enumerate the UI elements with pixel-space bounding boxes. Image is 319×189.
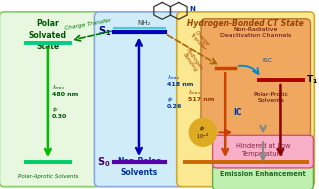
- Text: $\mathbf{T_1}$: $\mathbf{T_1}$: [306, 74, 318, 86]
- Text: 0.26: 0.26: [167, 104, 182, 109]
- Text: Polar-Aprotic Solvents: Polar-Aprotic Solvents: [18, 174, 78, 179]
- Text: Hydrogen-Bonded CT State: Hydrogen-Bonded CT State: [187, 19, 304, 28]
- FancyBboxPatch shape: [94, 12, 183, 187]
- Text: $\lambda_{max}$: $\lambda_{max}$: [167, 74, 181, 82]
- Text: 517 nm: 517 nm: [189, 97, 215, 102]
- Text: Polar
Solvated
State: Polar Solvated State: [29, 19, 67, 51]
- Text: IC: IC: [234, 108, 242, 117]
- Text: Hydrogen
Bonding: Hydrogen Bonding: [181, 48, 204, 75]
- FancyBboxPatch shape: [0, 12, 100, 187]
- Text: Emission Enhancement: Emission Enhancement: [220, 171, 306, 177]
- Text: 0.30: 0.30: [52, 114, 67, 119]
- FancyBboxPatch shape: [201, 19, 310, 137]
- Text: ISC: ISC: [262, 58, 272, 63]
- FancyBboxPatch shape: [212, 135, 313, 168]
- Text: $\phi_f$: $\phi_f$: [52, 105, 59, 114]
- FancyBboxPatch shape: [177, 12, 314, 187]
- Text: $\lambda_{max}$: $\lambda_{max}$: [52, 84, 65, 92]
- Text: $\mathbf{S_1}$: $\mathbf{S_1}$: [98, 24, 111, 38]
- Text: $10^{-4}$: $10^{-4}$: [197, 132, 210, 141]
- Text: Non-Polar
Solvents: Non-Polar Solvents: [117, 157, 160, 177]
- Circle shape: [189, 119, 217, 146]
- Text: N: N: [189, 6, 195, 12]
- Text: NH₂: NH₂: [137, 20, 151, 26]
- Text: Polar-Protic
Solvents: Polar-Protic Solvents: [253, 92, 288, 103]
- Text: $\lambda_{max}$: $\lambda_{max}$: [189, 88, 202, 97]
- Text: Hindered at Low
Temperature: Hindered at Low Temperature: [236, 143, 290, 157]
- Text: 418 nm: 418 nm: [167, 82, 193, 88]
- Text: Charge Transfer: Charge Transfer: [64, 18, 111, 31]
- Text: $\phi_f$: $\phi_f$: [199, 124, 206, 133]
- FancyBboxPatch shape: [212, 164, 313, 189]
- Text: $\phi_f$: $\phi_f$: [167, 95, 174, 104]
- Text: $\mathbf{S_0}$: $\mathbf{S_0}$: [97, 155, 111, 169]
- Text: Charge
Transfer: Charge Transfer: [189, 29, 211, 52]
- Text: Non-Radiative
Deactivation Channels: Non-Radiative Deactivation Channels: [219, 27, 291, 38]
- Text: 480 nm: 480 nm: [52, 92, 78, 97]
